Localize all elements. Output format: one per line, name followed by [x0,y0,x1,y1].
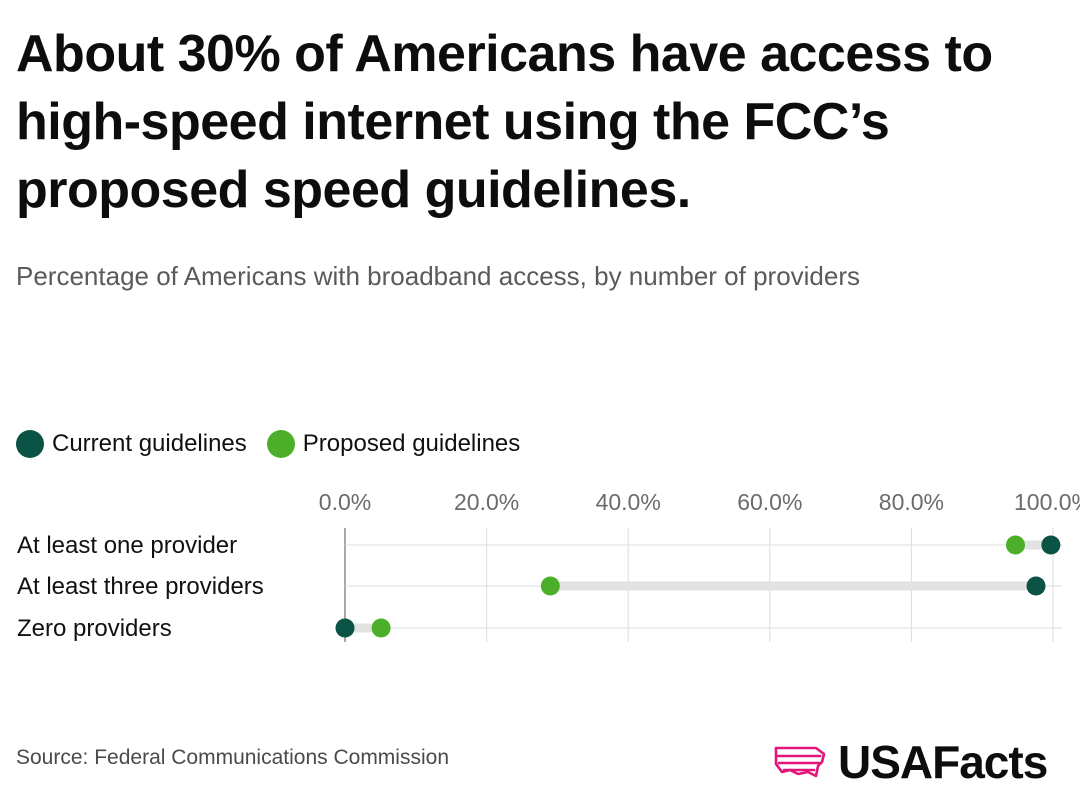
legend-proposed-dot [266,430,295,458]
brand-logo: USAFacts [772,734,1048,790]
current-guidelines-point [1026,576,1046,596]
current-guidelines-point [1041,535,1061,555]
current-guidelines-point [335,618,355,638]
x-tick-label: 80.0% [879,489,944,515]
dumbbell-chart: 0.0% 20.0% 40.0% 60.0% 80.0% 100.0% At least o… [17,489,1080,642]
x-tick-label: 60.0% [737,489,802,515]
legend: Current guidelines Proposed guidelines [16,426,520,462]
x-tick-label: 20.0% [454,489,519,515]
legend-item-current: Current guidelines [16,430,247,458]
x-tick-label: 100.0% [1014,489,1080,515]
category-label: At least three providers [17,573,264,600]
x-tick-label: 40.0% [596,489,661,515]
category-label: Zero providers [17,615,172,642]
proposed-guidelines-point [371,618,391,638]
legend-current-label: Current guidelines [52,430,247,457]
x-tick-label: 0.0% [319,489,371,515]
source-note: Source: Federal Communications Commissio… [16,746,449,769]
proposed-guidelines-point [540,576,560,596]
proposed-guidelines-point [1005,535,1025,555]
us-map-flag-icon [774,746,826,778]
brand-wordmark: USAFacts [838,736,1048,788]
chart-title: About 30% of Americans have access to hi… [16,25,993,219]
category-label: At least one provider [17,532,237,559]
legend-current-dot [16,430,44,458]
legend-proposed-label: Proposed guidelines [302,430,521,457]
chart-subtitle: Percentage of Americans with broadband a… [16,261,861,291]
legend-item-proposed: Proposed guidelines [266,430,521,458]
